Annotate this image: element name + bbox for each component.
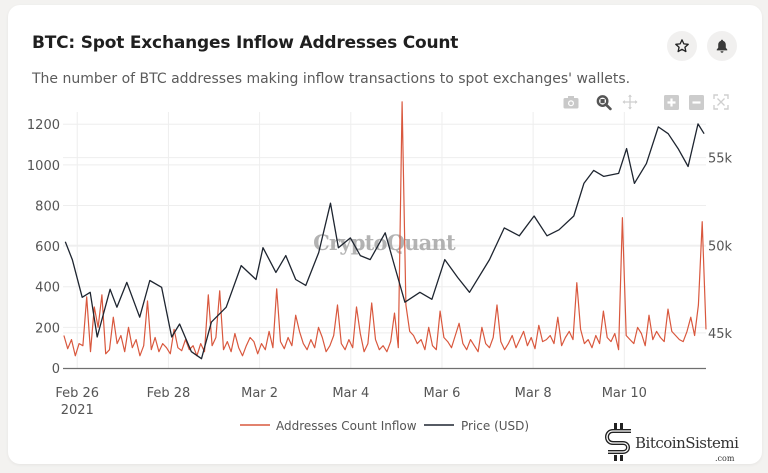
zoom-icon [596, 94, 612, 110]
series-line-price [64, 123, 705, 360]
autoscale-button[interactable] [713, 94, 729, 110]
favorite-button[interactable] [667, 31, 697, 61]
x-tick-label: Mar 6 [423, 386, 460, 401]
legend-label-price: Price (USD) [461, 419, 529, 433]
bitcoin-dollar-logo-icon [605, 423, 631, 461]
y-right-tick-label: 45k [708, 327, 733, 342]
chart-subtitle: The number of BTC addresses making inflo… [32, 71, 631, 87]
y-left-tick-label: 800 [35, 199, 60, 214]
y-right-tick-label: 50k [708, 239, 733, 254]
legend-item-price[interactable]: Price (USD) [424, 419, 529, 433]
bitcoinsistemi-logo: BitcoinSistemi .com [605, 423, 739, 463]
chart-title: BTC: Spot Exchanges Inflow Addresses Cou… [32, 33, 459, 53]
x-tick-label: Mar 2 [241, 386, 278, 401]
x-axis: Feb 26 2021 Feb 28 Mar 2 Mar 4 Mar 6 Mar 8 Mar … [55, 386, 647, 418]
x-tick-label: Mar 8 [515, 386, 552, 401]
y-axis-right: 45k 50k 55k [708, 152, 733, 342]
legend-label-inflow: Addresses Count Inflow [276, 419, 417, 433]
y-axis-left: 0 200 400 600 800 1000 1200 [27, 118, 60, 377]
x-tick-label: Mar 10 [602, 386, 647, 401]
logo-text: BitcoinSistemi [635, 434, 739, 452]
pan-icon [622, 94, 638, 110]
x-tick-label: Feb 28 [147, 386, 191, 401]
y-left-tick-label: 400 [35, 281, 60, 296]
y-left-tick-label: 0 [52, 362, 60, 377]
x-tick-label: Feb 26 [55, 386, 99, 401]
star-icon [675, 39, 689, 53]
y-left-tick-label: 1200 [27, 118, 60, 133]
series-line-inflow [63, 101, 707, 357]
zoom-in-button[interactable] [663, 94, 679, 110]
chart-modebar [563, 94, 733, 112]
zoom-in-icon [663, 94, 679, 110]
pan-button[interactable] [622, 94, 638, 110]
zoom-button[interactable] [596, 94, 612, 110]
autoscale-icon [713, 94, 729, 110]
logo-suffix: .com [715, 454, 735, 463]
camera-icon [563, 96, 579, 109]
legend: Addresses Count Inflow Price (USD) [240, 419, 529, 433]
x-tick-sublabel: 2021 [61, 403, 94, 418]
legend-item-inflow[interactable]: Addresses Count Inflow [240, 419, 417, 433]
zoom-out-icon [688, 94, 704, 110]
chart-card: BTC: Spot Exchanges Inflow Addresses Cou… [8, 5, 762, 464]
x-tick-label: Mar 4 [332, 386, 369, 401]
series-layer [63, 101, 707, 360]
bell-icon [716, 39, 728, 53]
zoom-out-button[interactable] [688, 94, 704, 110]
y-left-tick-label: 200 [35, 321, 60, 336]
alert-button[interactable] [707, 31, 737, 61]
y-left-tick-label: 1000 [27, 159, 60, 174]
download-png-button[interactable] [563, 94, 579, 110]
y-right-tick-label: 55k [708, 152, 733, 167]
y-left-tick-label: 600 [35, 240, 60, 255]
